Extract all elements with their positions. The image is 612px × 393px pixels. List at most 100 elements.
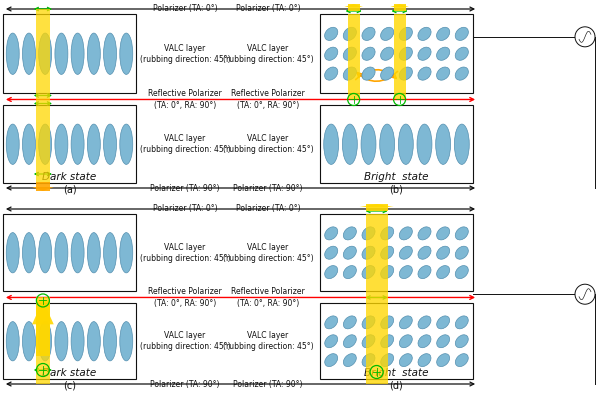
Ellipse shape [343,354,356,367]
Ellipse shape [6,321,19,361]
Text: Bright  state: Bright state [364,368,429,378]
Ellipse shape [343,227,356,240]
Ellipse shape [418,266,431,279]
Ellipse shape [418,27,431,40]
Ellipse shape [120,321,133,361]
Ellipse shape [71,33,84,74]
Ellipse shape [400,316,412,329]
Ellipse shape [23,124,35,164]
Text: VALC layer
(rubbing direction: 45°): VALC layer (rubbing direction: 45°) [140,134,230,154]
Ellipse shape [417,124,432,164]
Text: Polarizer (TA: 0°): Polarizer (TA: 0°) [152,204,217,213]
Text: VALC layer
(rubbing direction: 45°): VALC layer (rubbing direction: 45°) [223,243,313,263]
Ellipse shape [400,335,412,348]
Ellipse shape [398,124,413,164]
Ellipse shape [325,335,338,348]
Ellipse shape [437,316,450,329]
Polygon shape [360,204,394,207]
Ellipse shape [399,227,412,240]
Ellipse shape [436,266,450,279]
Bar [3,303,136,379]
Ellipse shape [23,33,35,74]
Ellipse shape [418,335,431,348]
Text: VALC layer
(rubbing direction: 45°): VALC layer (rubbing direction: 45°) [140,44,230,64]
Ellipse shape [55,321,68,361]
Bar [365,204,387,211]
Ellipse shape [362,47,375,60]
Text: Polarizer (TA: 90°): Polarizer (TA: 90°) [233,380,303,389]
Ellipse shape [381,27,394,40]
Ellipse shape [436,67,450,80]
Ellipse shape [418,316,431,329]
Ellipse shape [39,233,51,273]
Ellipse shape [362,227,375,240]
Ellipse shape [381,47,394,60]
Ellipse shape [436,246,450,259]
Ellipse shape [454,124,469,164]
Ellipse shape [324,124,338,164]
Ellipse shape [399,27,412,40]
Text: Polarizer (TA: 90°): Polarizer (TA: 90°) [151,380,220,389]
Ellipse shape [362,316,375,329]
Ellipse shape [343,47,356,60]
Ellipse shape [120,124,133,164]
Ellipse shape [55,33,68,74]
Ellipse shape [455,316,468,329]
Ellipse shape [325,266,338,279]
Bar [394,14,406,99]
Text: (b): (b) [390,184,403,194]
Text: Reflective Polarizer
(TA: 0°, RA: 90°): Reflective Polarizer (TA: 0°, RA: 90°) [231,90,305,110]
Ellipse shape [418,67,431,80]
Ellipse shape [455,27,468,40]
Ellipse shape [399,246,412,259]
Text: VALC layer
(rubbing direction: 45°): VALC layer (rubbing direction: 45°) [223,44,313,64]
Ellipse shape [39,33,51,74]
Ellipse shape [418,354,431,367]
Polygon shape [32,301,54,324]
Ellipse shape [324,27,338,40]
Ellipse shape [379,124,395,164]
Circle shape [575,27,595,47]
Ellipse shape [88,124,100,164]
Ellipse shape [325,246,338,259]
Ellipse shape [325,316,338,329]
Ellipse shape [362,246,375,259]
Text: Polarizer (TA: 0°): Polarizer (TA: 0°) [236,4,300,13]
Ellipse shape [325,354,338,367]
Bar [320,303,473,379]
Ellipse shape [381,266,394,279]
Text: (a): (a) [62,184,76,194]
Ellipse shape [455,227,468,240]
Ellipse shape [6,33,19,74]
Bar [3,105,136,183]
Ellipse shape [436,47,450,60]
Text: Reflective Polarizer
(TA: 0°, RA: 90°): Reflective Polarizer (TA: 0°, RA: 90°) [148,90,222,110]
Ellipse shape [324,47,338,60]
Ellipse shape [437,335,450,348]
Text: Polarizer (TA: 90°): Polarizer (TA: 90°) [151,184,220,193]
Text: Polarizer (TA: 0°): Polarizer (TA: 0°) [152,4,217,13]
Ellipse shape [362,335,375,348]
Ellipse shape [343,27,356,40]
Bar [36,182,50,191]
Ellipse shape [399,266,412,279]
Text: VALC layer
(rubbing direction: 45°): VALC layer (rubbing direction: 45°) [140,243,230,263]
Ellipse shape [120,233,133,273]
Text: VALC layer
(rubbing direction: 45°): VALC layer (rubbing direction: 45°) [223,331,313,351]
Ellipse shape [23,233,35,273]
Ellipse shape [55,233,68,273]
Ellipse shape [39,124,51,164]
Ellipse shape [88,33,100,74]
Ellipse shape [362,27,375,40]
Ellipse shape [6,233,19,273]
Text: Bright  state: Bright state [364,172,429,182]
Text: VALC layer
(rubbing direction: 45°): VALC layer (rubbing direction: 45°) [140,331,230,351]
Ellipse shape [71,233,84,273]
Ellipse shape [400,354,412,367]
Text: (c): (c) [63,380,76,390]
Ellipse shape [362,266,375,279]
Ellipse shape [6,124,19,164]
Ellipse shape [88,233,100,273]
Ellipse shape [343,316,356,329]
Ellipse shape [71,124,84,164]
